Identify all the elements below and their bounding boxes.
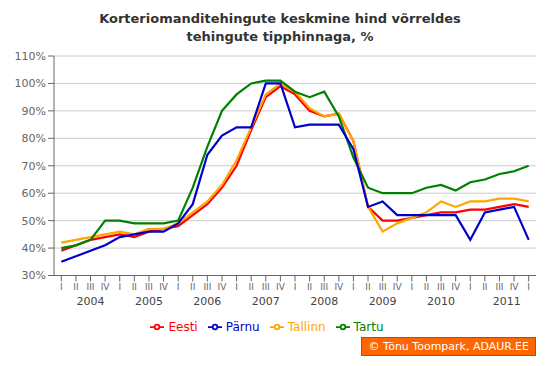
svg-text:2006: 2006 <box>193 295 221 308</box>
svg-text:100%: 100% <box>15 77 46 90</box>
svg-text:III: III <box>87 282 95 292</box>
svg-text:I: I <box>469 282 472 292</box>
html-text:Korteriomanditehingute keskmin: Korteriomanditehingute keskmine hind võr… <box>99 11 461 44</box>
svg-text:II: II <box>365 282 370 292</box>
svg-text:2011: 2011 <box>493 295 521 308</box>
svg-text:IV: IV <box>101 282 111 292</box>
svg-text:2009: 2009 <box>369 295 397 308</box>
svg-text:III: III <box>320 282 328 292</box>
svg-text:III: III <box>437 282 445 292</box>
svg-text:III: III <box>379 282 387 292</box>
svg-text:2005: 2005 <box>135 295 163 308</box>
svg-text:II: II <box>190 282 195 292</box>
svg-text:III: III <box>145 282 153 292</box>
html-text:© Tõnu Toompark, ADAUR.EE: © Tõnu Toompark, ADAUR.EE <box>368 339 529 353</box>
svg-text:II: II <box>73 282 78 292</box>
svg-text:2010: 2010 <box>427 295 455 308</box>
svg-text:90%: 90% <box>22 105 46 118</box>
svg-text:80%: 80% <box>22 132 46 145</box>
html-text:Tallinn: Tallinn <box>287 319 326 334</box>
svg-text:2007: 2007 <box>252 295 280 308</box>
svg-text:I: I <box>527 282 530 292</box>
svg-text:I: I <box>352 282 355 292</box>
svg-text:III: III <box>262 282 270 292</box>
svg-text:II: II <box>307 282 312 292</box>
html-text:Eesti: Eesti <box>168 319 198 334</box>
svg-text:II: II <box>249 282 254 292</box>
svg-text:II: II <box>132 282 137 292</box>
svg-text:III: III <box>496 282 504 292</box>
svg-text:40%: 40% <box>22 242 46 255</box>
html-text:Pärnu: Pärnu <box>225 319 260 334</box>
svg-text:30%: 30% <box>22 269 46 282</box>
svg-text:IV: IV <box>276 282 286 292</box>
svg-text:IV: IV <box>451 282 461 292</box>
svg-text:110%: 110% <box>15 50 46 63</box>
svg-text:I: I <box>294 282 297 292</box>
svg-text:2008: 2008 <box>310 295 338 308</box>
svg-text:70%: 70% <box>22 160 46 173</box>
svg-text:IV: IV <box>159 282 169 292</box>
svg-text:50%: 50% <box>22 215 46 228</box>
svg-text:II: II <box>424 282 429 292</box>
svg-text:III: III <box>203 282 211 292</box>
svg-text:I: I <box>235 282 238 292</box>
html-text:Tartu: Tartu <box>353 319 384 334</box>
svg-text:IV: IV <box>334 282 344 292</box>
svg-text:I: I <box>118 282 121 292</box>
svg-text:2004: 2004 <box>77 295 105 308</box>
svg-text:IV: IV <box>393 282 403 292</box>
svg-text:60%: 60% <box>22 187 46 200</box>
svg-text:I: I <box>411 282 414 292</box>
svg-text:I: I <box>60 282 63 292</box>
svg-text:IV: IV <box>218 282 228 292</box>
svg-text:II: II <box>482 282 487 292</box>
svg-text:IV: IV <box>510 282 520 292</box>
svg-text:I: I <box>177 282 180 292</box>
